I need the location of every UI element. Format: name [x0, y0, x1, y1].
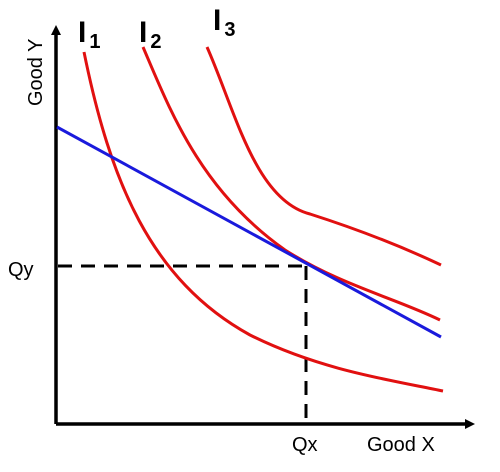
x-axis-label: Good X [367, 434, 435, 456]
y-tick-qy: Qy [8, 259, 34, 281]
budget-line [56, 125, 442, 339]
indifference-curve-i3 [205, 46, 442, 267]
y-axis-label: Good Y [25, 39, 47, 106]
x-tick-qx: Qx [292, 434, 318, 456]
indifference-curve-i1 [82, 51, 444, 393]
indifference-curve-i2 [141, 46, 441, 322]
